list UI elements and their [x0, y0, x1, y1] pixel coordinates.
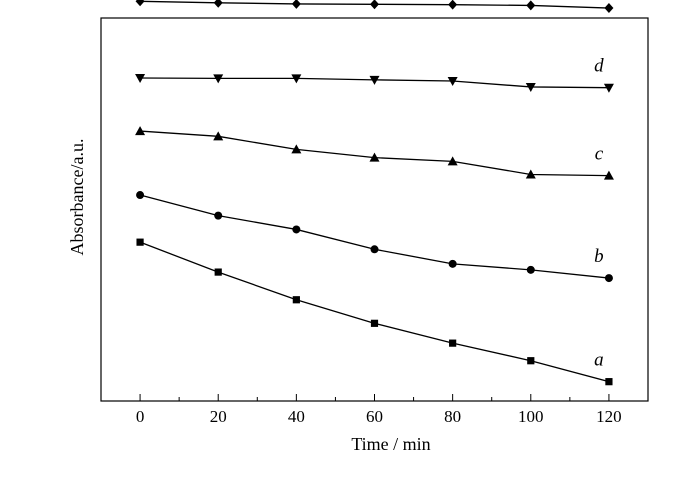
x-axis-title: Time / min — [351, 434, 430, 454]
data-point-c — [603, 170, 614, 180]
data-point-e — [604, 3, 614, 14]
data-point-d — [603, 83, 614, 93]
data-point-b — [604, 274, 613, 283]
series-a: a — [136, 238, 613, 386]
x-tick-label: 80 — [444, 407, 461, 426]
data-point-d — [213, 74, 224, 84]
data-point-a — [370, 319, 379, 327]
series-c: c — [135, 126, 614, 180]
x-tick-label: 40 — [288, 407, 305, 426]
data-point-a — [449, 339, 457, 347]
data-point-a — [605, 378, 613, 386]
data-point-d — [291, 74, 302, 84]
x-tick-label: 60 — [366, 407, 383, 426]
data-point-d — [369, 75, 380, 85]
series-label-a: a — [594, 350, 604, 371]
data-point-e — [448, 0, 458, 10]
data-point-b — [526, 265, 535, 274]
data-point-c — [135, 126, 146, 136]
data-point-b — [136, 191, 145, 200]
data-point-d — [447, 76, 458, 86]
series-d: d — [135, 56, 614, 93]
x-tick-label: 120 — [596, 407, 622, 426]
data-point-c — [369, 152, 380, 162]
x-tick-label: 100 — [518, 407, 544, 426]
data-point-e — [526, 0, 536, 11]
data-point-b — [292, 225, 301, 234]
x-axis-ticks — [139, 394, 610, 401]
data-point-b — [370, 245, 379, 254]
series-label-c: c — [595, 144, 604, 165]
x-tick-label: 0 — [136, 407, 145, 426]
x-axis-tick-labels: 0 20 40 60 80 100 120 — [136, 407, 622, 426]
data-point-e — [213, 0, 223, 8]
series-e: e — [135, 0, 614, 14]
series-b: b — [136, 191, 613, 283]
x-tick-label: 20 — [210, 407, 227, 426]
series-line-a — [139, 241, 610, 383]
data-point-c — [291, 144, 302, 154]
series-label-b: b — [594, 246, 604, 267]
data-point-e — [370, 0, 379, 10]
data-point-a — [292, 296, 300, 304]
plot-frame — [100, 17, 649, 402]
data-point-a — [214, 268, 222, 276]
data-point-d — [135, 73, 146, 83]
series-layer: a b c d e — [135, 0, 614, 386]
data-point-a — [136, 238, 144, 246]
data-point-e — [135, 0, 145, 7]
data-point-a — [527, 357, 535, 365]
series-label-d: d — [594, 56, 604, 77]
data-point-d — [525, 82, 536, 92]
data-point-e — [291, 0, 301, 9]
data-point-b — [214, 211, 223, 220]
data-point-c — [447, 156, 458, 166]
data-point-c — [213, 131, 224, 141]
data-point-b — [448, 259, 457, 268]
series-line-b — [139, 194, 609, 279]
y-axis-title: Absorbance/a.u. — [67, 139, 87, 256]
data-point-c — [525, 169, 536, 179]
